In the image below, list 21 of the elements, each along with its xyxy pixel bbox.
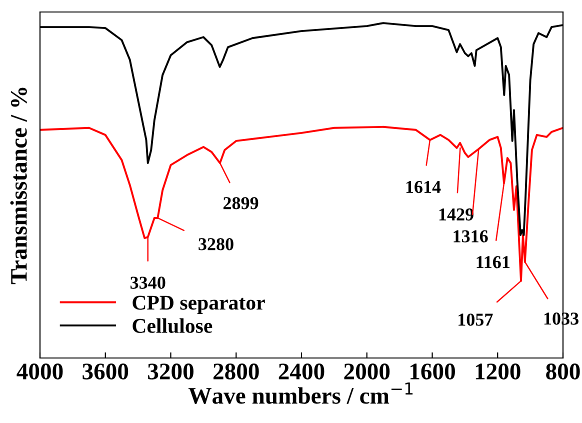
annotation: 3340	[130, 276, 166, 289]
x-tick-label: 1600	[410, 364, 455, 380]
annotation: 1614	[406, 180, 441, 194]
y-axis-title: Transmisstance / %	[10, 88, 27, 284]
x-tick-label: 2000	[344, 364, 390, 380]
annotation: 1316	[454, 230, 488, 242]
x-axis-title: Wave numbers / cm$^{−1}$	[188, 382, 413, 404]
annotation: 1161	[476, 256, 510, 268]
annotation: 1057	[458, 314, 493, 326]
x-tick-label: 3200	[148, 364, 194, 380]
x-tick-label: 1200	[476, 364, 520, 380]
annotation: 1429	[439, 208, 474, 221]
x-tick-label: 4000	[16, 364, 63, 380]
x-tick-label: 2400	[278, 364, 324, 380]
x-tick-label: 3600	[82, 364, 128, 380]
x-tick-label: 800	[546, 364, 580, 380]
annotation: 3280	[198, 238, 234, 250]
legend-label: Cellulose	[132, 318, 212, 333]
legend-label: CPD separator	[132, 296, 265, 314]
x-tick-label: 2800	[214, 364, 259, 380]
annotation: 2899	[223, 197, 258, 210]
